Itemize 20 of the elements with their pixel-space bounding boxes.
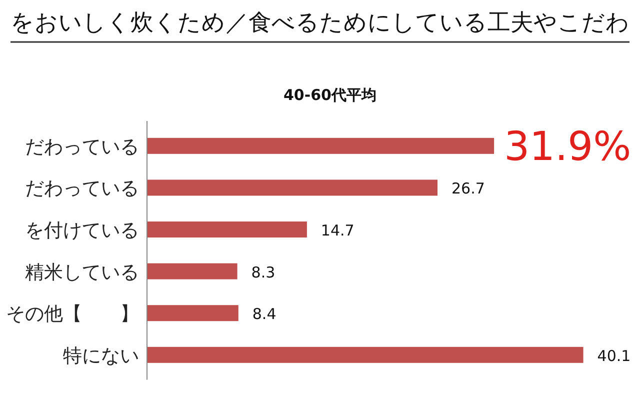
bar [147,346,584,363]
data-label: 14.7 [320,222,354,240]
data-label: 26.7 [451,180,485,198]
data-label: 8.3 [251,263,276,282]
bar [147,180,438,196]
y-tick-label: その他【 】 [6,303,139,326]
chart-subtitle: 40-60代平均 [284,86,376,104]
bar [147,138,494,154]
y-tick-label: だわっている [25,178,139,200]
y-tick-label: 精米している [25,261,139,284]
data-label: 40.1 [597,346,631,365]
bar [147,305,238,322]
y-tick-label: だわっている [25,136,139,158]
data-label: 31.9% [504,124,632,170]
y-tick-label: を付けている [25,220,139,242]
data-label: 8.4 [252,305,276,324]
bar [147,222,307,238]
chart-title: をおいしく炊くため／食べるためにしている工夫やこだわ [10,10,630,36]
bar [147,263,238,280]
y-tick-label: 特にない [63,344,139,367]
